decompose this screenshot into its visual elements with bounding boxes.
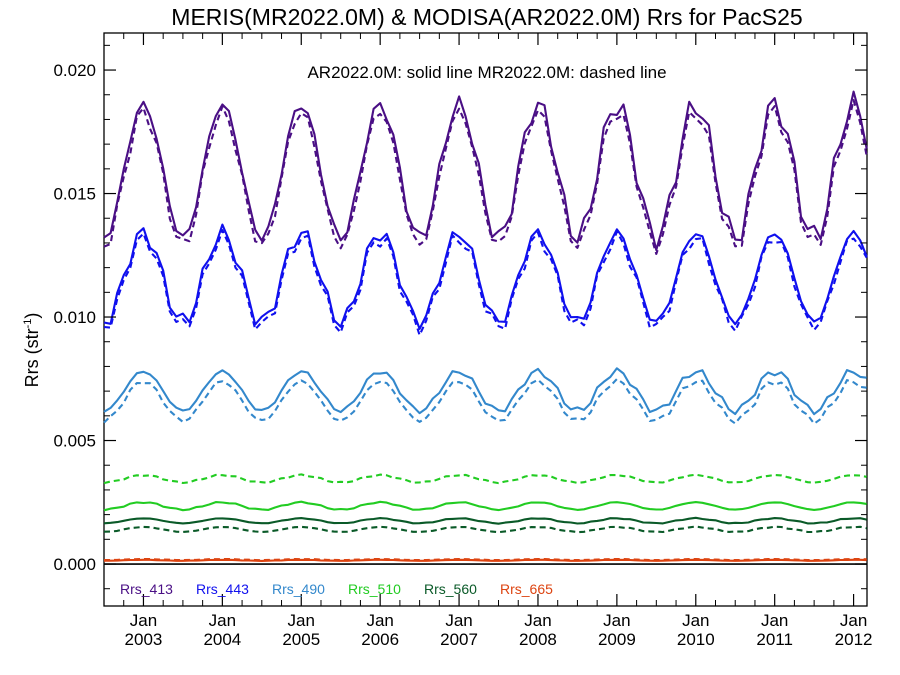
- x-tick-label-year: 2012: [835, 630, 873, 649]
- series-line-rrs_490-dashed: [103, 377, 867, 425]
- x-tick-label-month: Jan: [209, 611, 236, 630]
- legend-item-rrs_413: Rrs_413: [120, 581, 173, 597]
- x-tick-label-year: 2005: [282, 630, 320, 649]
- series-line-rrs_560-dashed: [103, 525, 867, 534]
- plot-frame: [103, 32, 868, 607]
- series-line-rrs_510-solid: [103, 500, 867, 512]
- series-line-rrs_413-dashed: [103, 99, 868, 255]
- series-line-rrs_413-solid: [103, 90, 868, 252]
- y-tick-label: 0.020: [53, 61, 96, 80]
- x-tick-label-month: Jan: [445, 611, 472, 630]
- x-tick-label-month: Jan: [761, 611, 788, 630]
- x-tick-label-year: 2004: [203, 630, 241, 649]
- y-axis-label-superscript: -1: [22, 319, 34, 329]
- legend-item-rrs_665: Rrs_665: [500, 581, 553, 597]
- x-tick-label-month: Jan: [682, 611, 709, 630]
- line-style-annotation: AR2022.0M: solid line MR2022.0M: dashed …: [307, 63, 666, 82]
- y-tick-label: 0.005: [53, 432, 96, 451]
- x-tick-label-month: Jan: [840, 611, 867, 630]
- series-line-rrs_560-solid: [103, 516, 867, 525]
- legend: Rrs_413 Rrs_443 Rrs_490 Rrs_510 Rrs_560 Rrs_6…: [120, 581, 553, 597]
- y-tick-label: 0.015: [53, 185, 96, 204]
- x-tick-label-month: Jan: [130, 611, 157, 630]
- axes-layer: 0.0000.0050.0100.0150.020Jan2003Jan2004J…: [53, 33, 873, 649]
- y-tick-label: 0.000: [53, 555, 96, 574]
- x-tick-label-month: Jan: [366, 611, 393, 630]
- legend-item-rrs_443: Rrs_443: [196, 581, 249, 597]
- x-tick-label-year: 2009: [598, 630, 636, 649]
- series-line-rrs_443-solid: [103, 223, 868, 330]
- series-line-rrs_510-dashed: [103, 473, 867, 485]
- y-axis-label-close: ): [22, 313, 42, 319]
- x-tick-label-year: 2007: [440, 630, 478, 649]
- x-tick-label-year: 2003: [125, 630, 163, 649]
- y-axis-label: Rrs (str-1): [22, 313, 42, 388]
- x-tick-label-month: Jan: [524, 611, 551, 630]
- y-tick-label: 0.010: [53, 308, 96, 327]
- x-tick-label-year: 2006: [361, 630, 399, 649]
- legend-item-rrs_560: Rrs_560: [424, 581, 477, 597]
- series-line-rrs_665-dashed: [104, 557, 867, 562]
- x-tick-label-month: Jan: [288, 611, 315, 630]
- series-line-rrs_443-dashed: [103, 229, 868, 337]
- legend-item-rrs_490: Rrs_490: [272, 581, 325, 597]
- x-tick-label-month: Jan: [603, 611, 630, 630]
- legend-item-rrs_510: Rrs_510: [348, 581, 401, 597]
- y-axis-label-main: Rrs (str: [22, 328, 42, 387]
- chart-title: MERIS(MR2022.0M) & MODISA(AR2022.0M) Rrs…: [171, 4, 802, 30]
- series-layer: [103, 90, 868, 562]
- x-tick-label-year: 2011: [756, 630, 793, 649]
- series-line-rrs_490-solid: [103, 367, 867, 416]
- x-tick-label-year: 2010: [677, 630, 715, 649]
- x-tick-label-year: 2008: [519, 630, 557, 649]
